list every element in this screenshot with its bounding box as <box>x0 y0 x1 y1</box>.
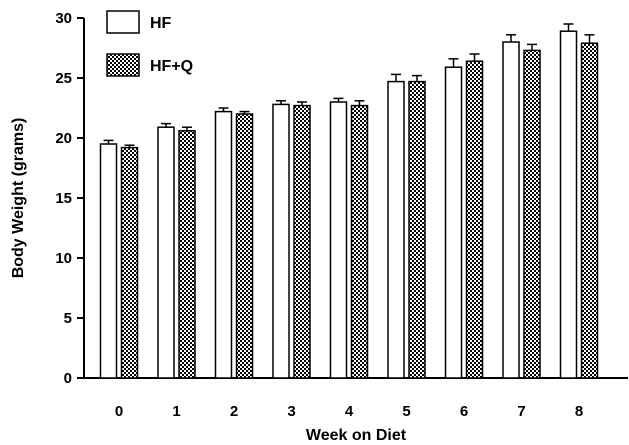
bar-hf <box>157 126 175 379</box>
bar-hf <box>444 66 463 379</box>
bar-hfq <box>465 60 484 379</box>
bar-hfq <box>350 104 369 379</box>
bar-hfq <box>293 104 311 379</box>
y-ticks: 0 5 10 15 20 25 30 <box>55 10 84 387</box>
bar-hfq <box>408 80 426 379</box>
x-tick-label: 4 <box>345 403 354 420</box>
x-tick-label: 8 <box>575 403 583 420</box>
x-ticks: 0 1 2 3 4 5 6 7 8 <box>115 403 583 420</box>
legend-label-hfq: HF+Q <box>150 58 193 75</box>
legend: HF HF+Q <box>106 10 193 77</box>
x-tick-label: 3 <box>287 403 295 420</box>
bar-hfq <box>235 113 254 379</box>
bar-hfq <box>580 42 599 379</box>
bar-hf <box>387 80 405 379</box>
bar-hf <box>214 110 233 379</box>
x-tick-label: 2 <box>230 403 238 420</box>
x-tick-label: 5 <box>402 403 410 420</box>
bars <box>99 23 599 379</box>
y-tick-label: 10 <box>55 250 72 267</box>
x-tick-label: 0 <box>115 403 123 420</box>
legend-label-hf: HF <box>150 15 172 32</box>
bar-hf <box>502 41 520 379</box>
y-tick-label: 25 <box>55 70 72 87</box>
y-tick-label: 30 <box>55 10 72 27</box>
x-axis-title: Week on Diet <box>306 427 407 444</box>
legend-swatch-hf <box>106 10 140 34</box>
y-axis-title: Body Weight (grams) <box>10 118 27 279</box>
bar-hf <box>559 30 578 379</box>
x-tick-label: 7 <box>517 403 525 420</box>
bar-hf <box>99 143 118 379</box>
x-tick-label: 6 <box>460 403 468 420</box>
y-tick-label: 5 <box>64 310 72 327</box>
bar-hfq <box>178 130 196 379</box>
y-tick-label: 15 <box>55 190 72 207</box>
bar-hf <box>272 103 290 379</box>
y-tick-label: 0 <box>64 370 72 387</box>
legend-swatch-hfq <box>106 53 140 77</box>
bar-hfq <box>523 49 541 379</box>
x-tick-label: 1 <box>172 403 180 420</box>
y-tick-label: 20 <box>55 130 72 147</box>
bar-hf <box>329 101 348 379</box>
bar-hfq <box>120 146 139 379</box>
